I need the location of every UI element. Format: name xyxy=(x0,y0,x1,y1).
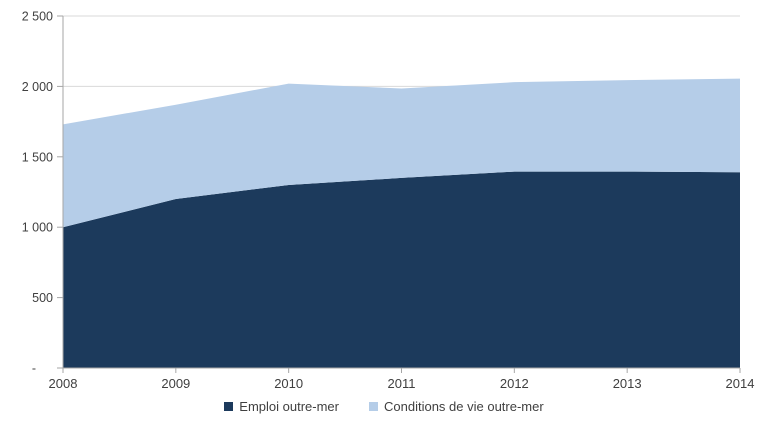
legend-swatch-conditions-icon xyxy=(369,402,378,411)
area-series-0[interactable] xyxy=(63,171,740,368)
x-tick-label-2009: 2009 xyxy=(161,376,190,391)
x-tick-label-2012: 2012 xyxy=(500,376,529,391)
y-tick-label-1500: 1 500 xyxy=(22,150,53,164)
x-tick-label-2008: 2008 xyxy=(49,376,78,391)
y-tick-label-1000: 1 000 xyxy=(22,221,53,235)
legend-label-emploi: Emploi outre-mer xyxy=(239,399,339,414)
x-tick-label-2011: 2011 xyxy=(388,376,416,391)
y-tick-label-500: 500 xyxy=(32,291,53,305)
legend-item-conditions-de-vie[interactable]: Conditions de vie outre-mer xyxy=(369,399,544,414)
x-tick-label-2010: 2010 xyxy=(274,376,303,391)
legend-label-conditions: Conditions de vie outre-mer xyxy=(384,399,544,414)
legend-swatch-emploi-icon xyxy=(224,402,234,411)
legend-item-emploi-outre-mer[interactable]: Emploi outre-mer xyxy=(224,399,339,414)
x-tick-label-2013: 2013 xyxy=(613,376,642,391)
area-series-1[interactable] xyxy=(63,78,740,228)
x-tick-label-2014: 2014 xyxy=(726,376,755,391)
y-tick-label-2500: 2 500 xyxy=(22,10,53,24)
chart-legend: Emploi outre-mer Conditions de vie outre… xyxy=(0,399,768,414)
y-tick-label-2000: 2 000 xyxy=(22,80,53,94)
y-tick-label-0: - xyxy=(32,362,36,376)
